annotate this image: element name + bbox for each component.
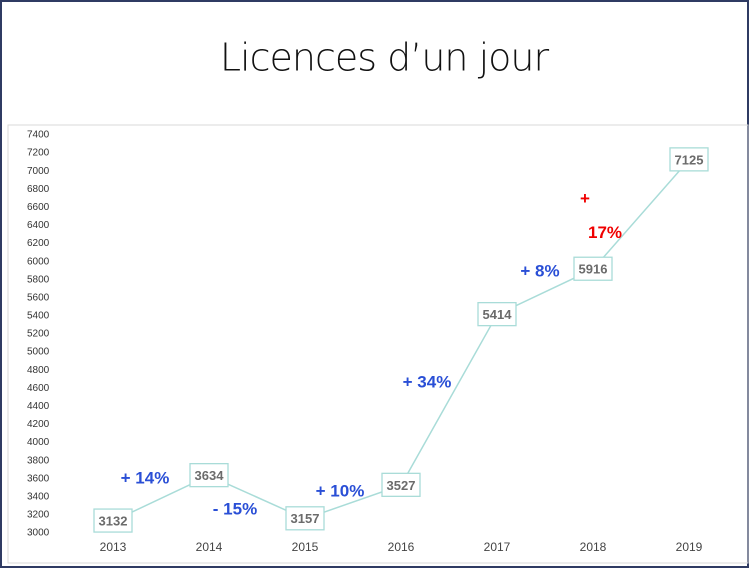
- y-tick-label: 6600: [27, 202, 50, 213]
- x-tick-label: 2014: [196, 540, 223, 554]
- y-tick-label: 6200: [27, 238, 50, 249]
- y-tick-label: 5400: [27, 311, 50, 322]
- annotation: - 15%: [213, 499, 257, 518]
- y-tick-label: 4600: [27, 383, 50, 394]
- y-tick-label: 3000: [27, 528, 50, 539]
- data-label-box: [381, 472, 421, 497]
- y-tick-label: 5800: [27, 274, 50, 285]
- y-tick-label: 7000: [27, 166, 50, 177]
- y-tick-label: 6800: [27, 184, 50, 195]
- plot-frame: [7, 124, 749, 564]
- data-label-box: [573, 256, 613, 281]
- y-tick-label: 4800: [27, 365, 50, 376]
- data-label-box: [669, 147, 709, 172]
- y-tick-label: 7400: [27, 130, 50, 141]
- x-tick-label: 2015: [292, 540, 319, 554]
- data-label: 3157: [291, 511, 320, 526]
- y-tick-label: 3200: [27, 510, 50, 521]
- y-tick-label: 7200: [27, 148, 50, 159]
- data-label-box: [189, 463, 229, 488]
- data-label: 3527: [387, 478, 416, 493]
- data-label: 3634: [195, 468, 225, 483]
- annotation: +17%: [580, 189, 622, 242]
- data-label: 5414: [483, 307, 513, 322]
- data-label: 5916: [579, 262, 608, 277]
- y-tick-label: 3800: [27, 455, 50, 466]
- annotation: + 8%: [520, 261, 559, 280]
- data-label: 3132: [99, 513, 128, 528]
- y-tick-label: 3600: [27, 473, 50, 484]
- y-tick-label: 5200: [27, 329, 50, 340]
- x-tick-label: 2017: [484, 540, 511, 554]
- chart-title: Licences d’un jour: [220, 36, 550, 80]
- y-tick-label: 5000: [27, 347, 50, 358]
- y-tick-label: 6400: [27, 220, 50, 231]
- y-tick-label: 5600: [27, 292, 50, 303]
- annotation: + 34%: [403, 372, 452, 391]
- annotation: + 10%: [316, 481, 365, 500]
- x-tick-label: 2013: [100, 540, 127, 554]
- y-tick-label: 4400: [27, 401, 50, 412]
- data-label-box: [93, 508, 133, 533]
- y-tick-label: 6000: [27, 256, 50, 267]
- data-label: 7125: [675, 152, 704, 167]
- y-tick-label: 3400: [27, 491, 50, 502]
- y-tick-label: 4000: [27, 437, 50, 448]
- data-label-box: [285, 506, 325, 531]
- x-tick-label: 2019: [676, 540, 703, 554]
- data-label-box: [477, 301, 517, 327]
- x-tick-label: 2018: [580, 540, 607, 554]
- x-tick-label: 2016: [388, 540, 415, 554]
- y-tick-label: 4200: [27, 419, 50, 430]
- annotation: + 14%: [121, 468, 170, 487]
